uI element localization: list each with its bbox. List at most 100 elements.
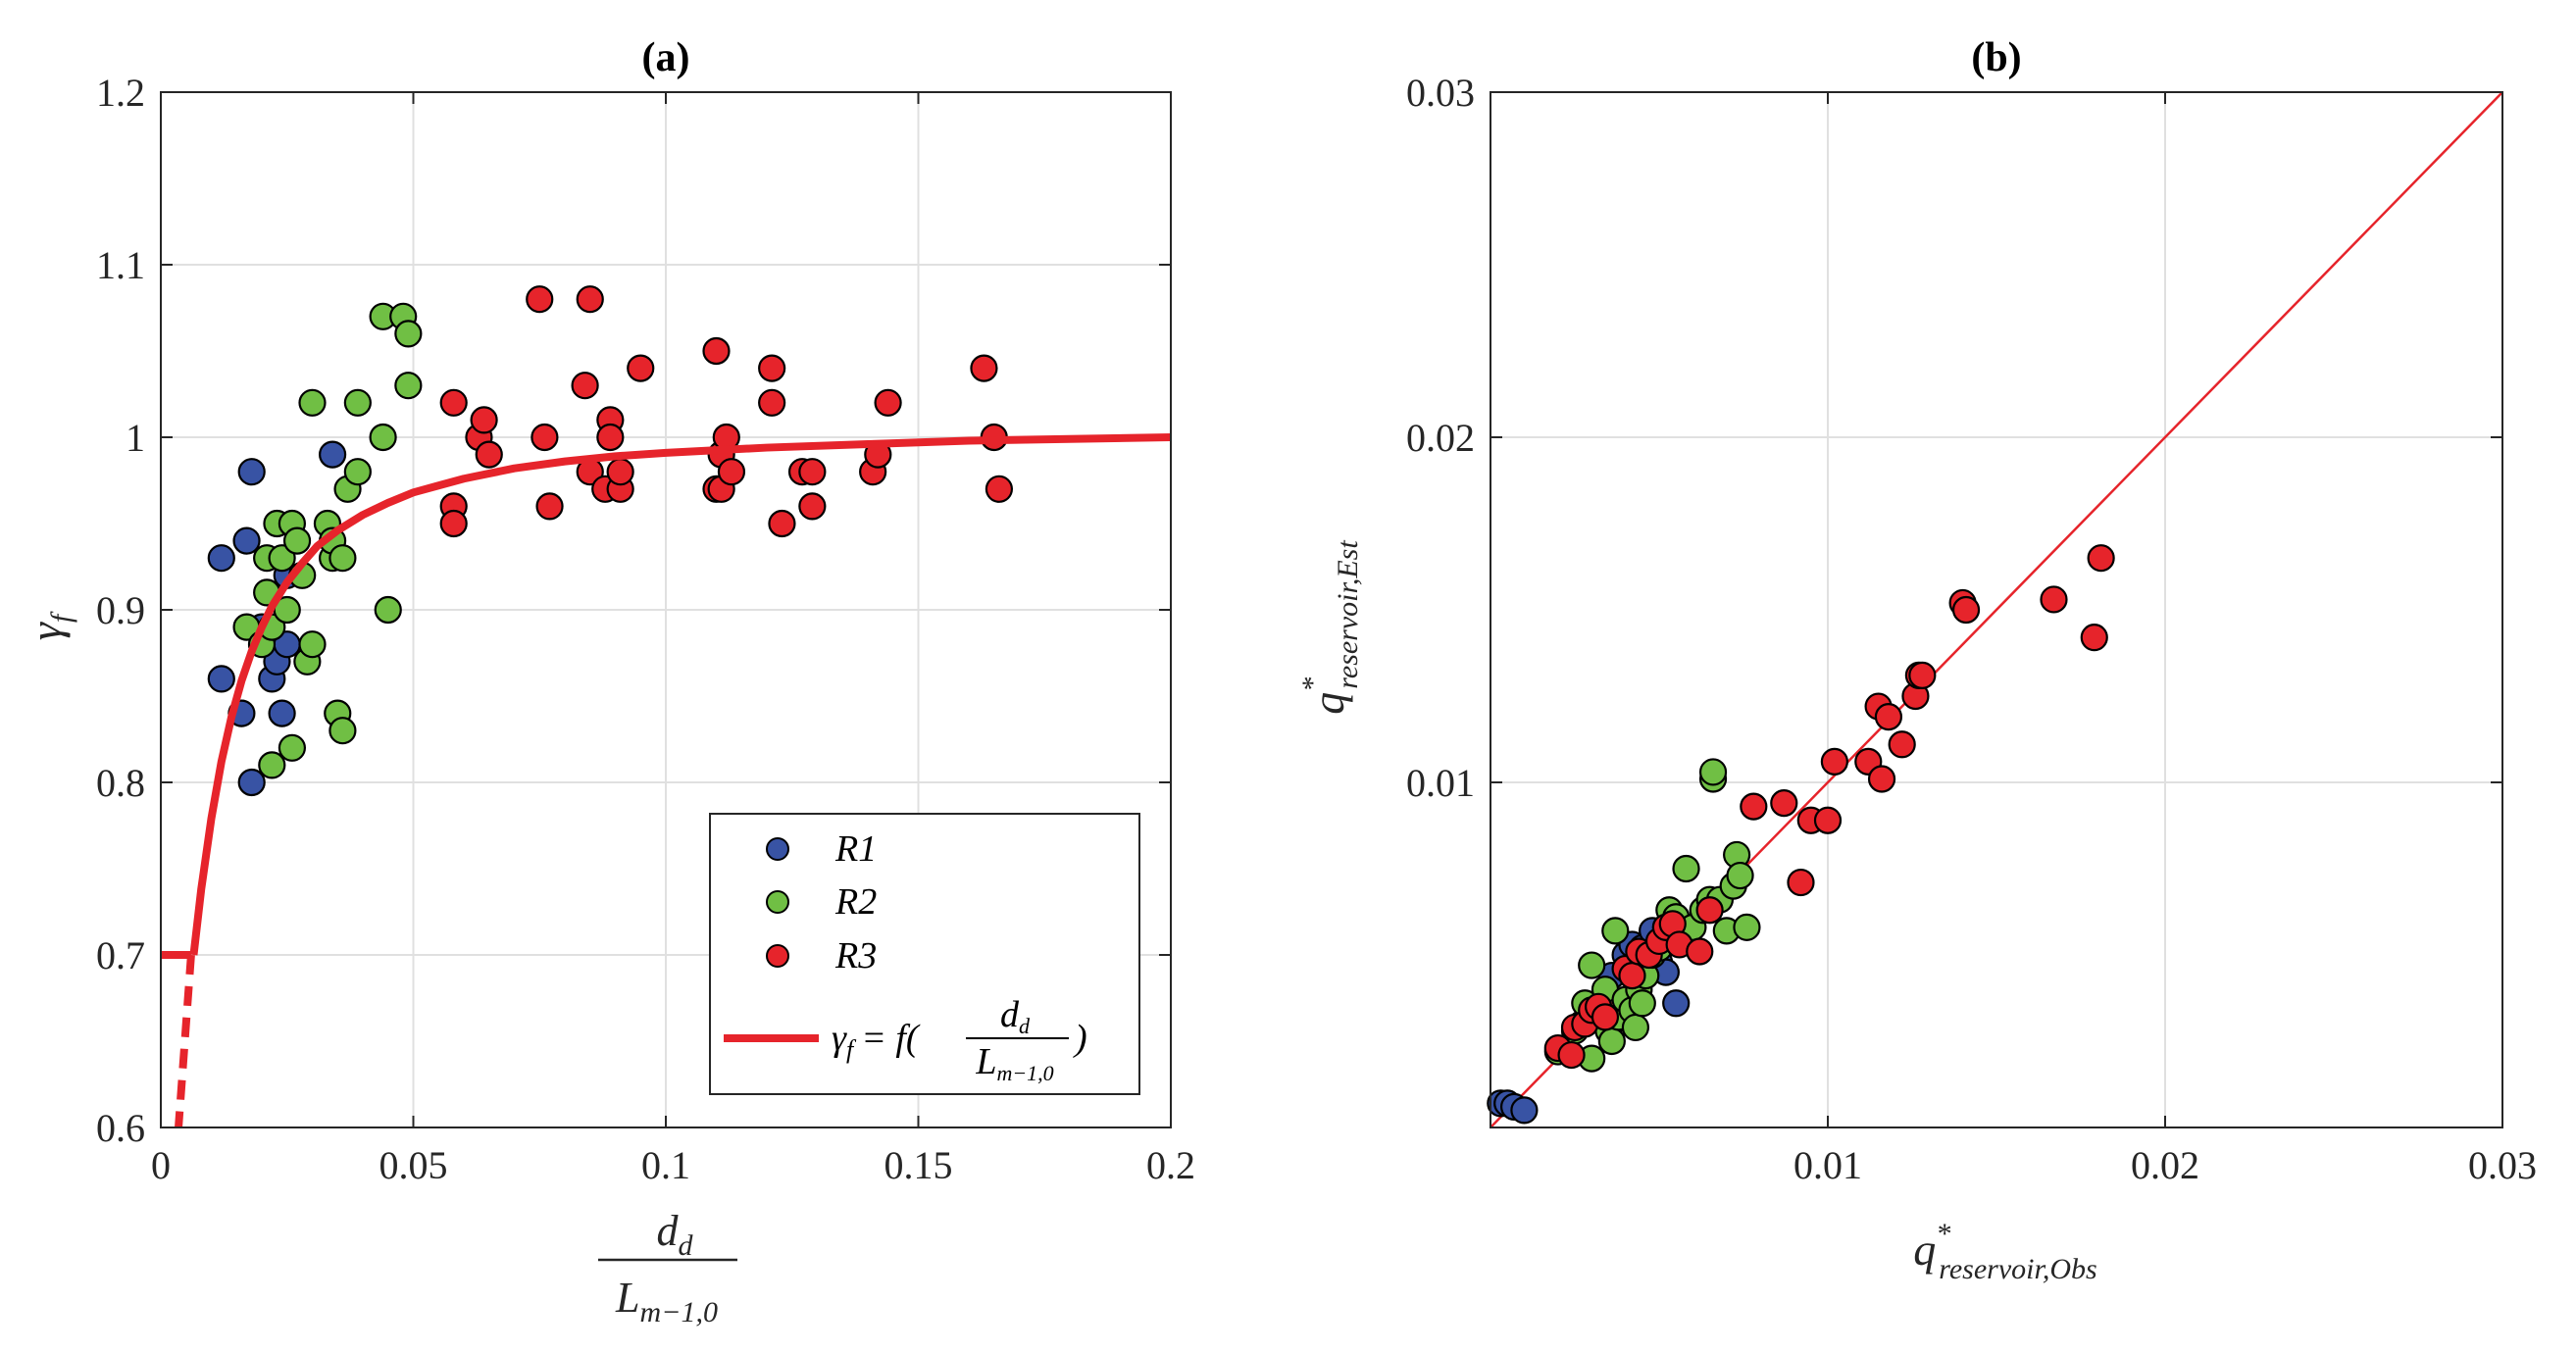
point-r1 <box>207 544 235 573</box>
fit-rhs: = f( <box>861 1018 921 1059</box>
x-label-numerator-sub: d <box>679 1229 694 1262</box>
svg-text:dd: dd <box>657 1207 694 1262</box>
x-tick-label: 0.03 <box>2468 1143 2537 1187</box>
point-r1 <box>207 665 235 693</box>
point-r3 <box>1867 765 1896 793</box>
point-r2 <box>1628 989 1656 1018</box>
point-r2 <box>369 423 397 452</box>
point-r2 <box>1733 913 1761 941</box>
point-r3 <box>596 423 625 452</box>
y-tick-label: 1 <box>126 416 145 460</box>
point-r3 <box>2040 585 2068 614</box>
panel-b-axes-frame <box>1490 91 2503 1128</box>
point-r3 <box>1888 730 1916 759</box>
point-r3 <box>798 492 827 521</box>
legend-label-r2: R2 <box>834 881 877 923</box>
point-r2 <box>1672 854 1700 883</box>
y-label-sub: f <box>45 611 77 623</box>
panel-b-points <box>1487 544 2115 1125</box>
panel-a-x-label: dd Lm−1,0 <box>598 1207 737 1328</box>
x-tick-label: 0 <box>151 1143 171 1187</box>
point-r2 <box>394 320 423 348</box>
point-r3 <box>1695 896 1724 925</box>
point-r1 <box>1510 1096 1539 1125</box>
x-tick-label: 0.15 <box>884 1143 953 1187</box>
svg-text:Lm−1,0: Lm−1,0 <box>615 1274 718 1328</box>
point-r3 <box>1787 868 1815 897</box>
point-r1 <box>237 768 266 797</box>
point-r3 <box>439 509 468 538</box>
point-r2 <box>298 630 327 659</box>
point-r3 <box>1820 747 1848 776</box>
point-r3 <box>768 509 796 538</box>
point-r1 <box>319 440 347 469</box>
legend-label-r1: R1 <box>834 828 877 870</box>
point-r3 <box>985 475 1014 503</box>
point-r3 <box>1813 806 1843 834</box>
legend-marker-r1 <box>766 837 789 861</box>
point-r2 <box>282 526 312 555</box>
point-r3 <box>1770 789 1798 818</box>
point-r3 <box>970 354 998 382</box>
fit-frac-den-sub: m−1,0 <box>996 1061 1053 1085</box>
point-r3 <box>717 458 746 486</box>
point-r3 <box>1908 661 1937 689</box>
point-r3 <box>1874 703 1903 731</box>
point-r2 <box>374 595 402 625</box>
point-r3 <box>571 372 599 400</box>
point-r3 <box>475 440 503 469</box>
panel-a: 0 0.05 0.1 0.15 0.2 0.6 0.7 0.8 0.9 1 1.1 1.2 (a) d… <box>21 35 1195 1328</box>
y-tick-label: 0.6 <box>96 1106 145 1150</box>
point-r3 <box>758 354 786 382</box>
point-r2 <box>298 388 327 417</box>
point-r2 <box>328 544 357 573</box>
point-r3 <box>2087 544 2115 573</box>
fit-close-paren: ) <box>1073 1018 1087 1059</box>
panel-a-y-label: γf <box>21 611 77 640</box>
panel-b-ticks: 0.01 0.02 0.03 0.01 0.02 0.03 <box>1406 71 2537 1187</box>
panel-a-title: (a) <box>642 35 690 80</box>
fit-frac-num-sub: d <box>1019 1014 1031 1038</box>
legend-label-fit: γf = f( dd Lm−1,0 ) <box>832 994 1087 1085</box>
fit-gamma: γ <box>832 1018 847 1059</box>
y-tick-label: 0.02 <box>1406 416 1475 460</box>
point-r2 <box>1597 1027 1626 1056</box>
panel-a-fit-curve <box>161 433 1172 1128</box>
x-label-denominator: L <box>615 1274 639 1322</box>
point-r3 <box>1951 595 1981 625</box>
legend-marker-r3 <box>766 944 789 968</box>
panel-b-x-label: q* reservoir,Obs <box>1913 1218 2096 1285</box>
point-r2 <box>268 544 296 573</box>
point-r3 <box>874 388 902 417</box>
x-label-denominator-sub: m−1,0 <box>640 1296 718 1328</box>
point-r2 <box>343 388 372 417</box>
svg-text:γf= f(: γf = f( <box>832 1018 921 1064</box>
by-sub: reservoir,Est <box>1332 540 1364 689</box>
point-r3 <box>798 458 827 486</box>
point-r3 <box>702 336 731 366</box>
point-r3 <box>1686 937 1714 966</box>
panel-a-ticks: 0 0.05 0.1 0.15 0.2 0.6 0.7 0.8 0.9 1 1.1 1.2 <box>96 71 1195 1187</box>
point-r2 <box>1621 1013 1650 1042</box>
fit-frac-num: d <box>1000 994 1020 1035</box>
legend-marker-r2 <box>766 890 789 914</box>
point-r3 <box>2080 624 2108 652</box>
by-symbol: q <box>1303 692 1353 715</box>
point-r1 <box>237 458 266 486</box>
point-r3 <box>535 492 564 521</box>
x-tick-label: 0.2 <box>1146 1143 1195 1187</box>
y-tick-label: 0.9 <box>96 588 145 632</box>
y-tick-label: 1.1 <box>96 243 145 287</box>
point-r2 <box>343 458 372 486</box>
point-r3 <box>530 423 559 452</box>
by-sup: * <box>1296 677 1329 692</box>
svg-text:Lm−1,0: Lm−1,0 <box>975 1041 1053 1085</box>
panel-b-title: (b) <box>1971 35 2021 80</box>
svg-text:dd: dd <box>1000 994 1031 1038</box>
bx-sub: reservoir,Obs <box>1939 1253 2096 1285</box>
y-tick-label: 0.7 <box>96 933 145 977</box>
point-r3 <box>576 285 604 314</box>
bx-sup: * <box>1936 1218 1950 1250</box>
point-r2 <box>1601 917 1630 945</box>
point-r3 <box>470 406 498 434</box>
